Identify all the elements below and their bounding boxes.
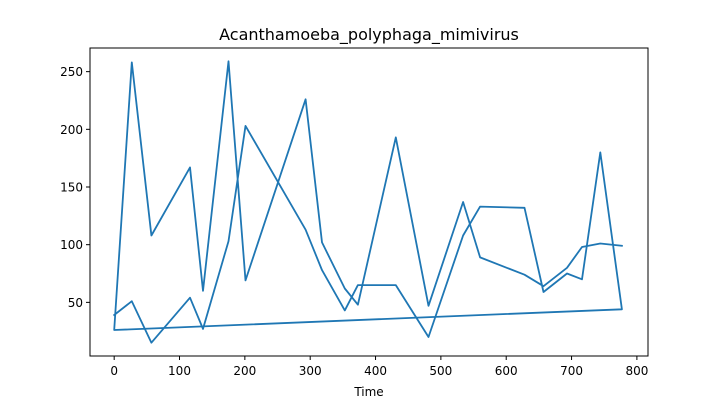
plot-area-frame <box>89 47 649 357</box>
x-tick-label: 200 <box>233 364 256 378</box>
x-axis-label: Time <box>353 385 383 399</box>
x-tick-label: 400 <box>364 364 387 378</box>
plot-series <box>112 60 623 344</box>
x-tick-label: 0 <box>110 364 118 378</box>
y-tick-label: 100 <box>60 238 83 252</box>
y-tick-label: 250 <box>60 65 83 79</box>
y-axis-ticks: 50 100 150 200 250 <box>60 65 90 310</box>
chart-title: Acanthamoeba_polyphaga_mimivirus <box>219 25 519 45</box>
series-line <box>112 60 623 344</box>
x-tick-label: 800 <box>625 364 648 378</box>
x-tick-label: 500 <box>429 364 452 378</box>
x-tick-label: 100 <box>168 364 191 378</box>
x-tick-label: 700 <box>560 364 583 378</box>
y-tick-label: 150 <box>60 181 83 195</box>
x-tick-label: 600 <box>495 364 518 378</box>
y-tick-label: 50 <box>68 296 83 310</box>
x-axis-ticks: 0 100 200 300 400 500 600 700 800 <box>110 356 648 378</box>
x-tick-label: 300 <box>299 364 322 378</box>
y-tick-label: 200 <box>60 123 83 137</box>
